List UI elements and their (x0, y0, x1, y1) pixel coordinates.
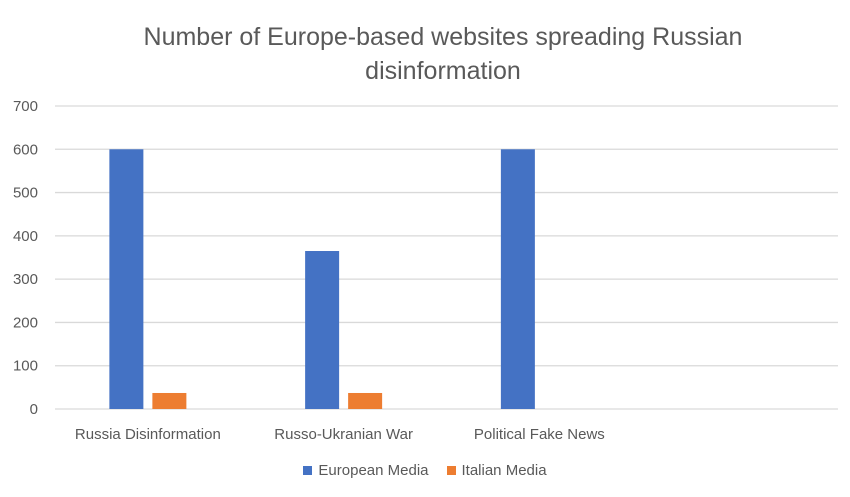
y-tick-label: 700 (13, 98, 38, 115)
bar-european-media (109, 149, 144, 410)
chart-title-line-1: Number of Europe-based websites spreadin… (143, 23, 743, 51)
legend-label: Italian Media (461, 462, 547, 479)
x-category-label: Russo-Ukranian War (274, 426, 413, 443)
chart-title: Number of Europe-based websites spreadin… (0, 20, 850, 88)
bar-european-media (305, 251, 340, 409)
y-tick-label: 500 (13, 185, 38, 202)
legend-item-italian-media: Italian Media (446, 462, 547, 479)
y-tick-label: 300 (13, 271, 38, 288)
y-tick-label: 400 (13, 228, 38, 245)
legend: European Media Italian Media (0, 462, 850, 479)
legend-swatch (303, 466, 313, 475)
x-category-label: Russia Disinformation (75, 426, 221, 443)
x-category-label: Political Fake News (474, 426, 605, 443)
bar-italian-media (348, 392, 383, 409)
legend-item-european-media: European Media (303, 462, 429, 479)
legend-label: European Media (318, 462, 429, 479)
y-tick-label: 600 (13, 141, 38, 158)
bar-european-media (500, 149, 535, 410)
y-tick-label: 0 (30, 401, 38, 418)
y-tick-label: 100 (13, 358, 38, 375)
bar-italian-media (152, 392, 187, 409)
chart-title-line-2: disinformation (365, 57, 521, 85)
y-tick-label: 200 (13, 314, 38, 331)
legend-swatch (446, 466, 456, 475)
